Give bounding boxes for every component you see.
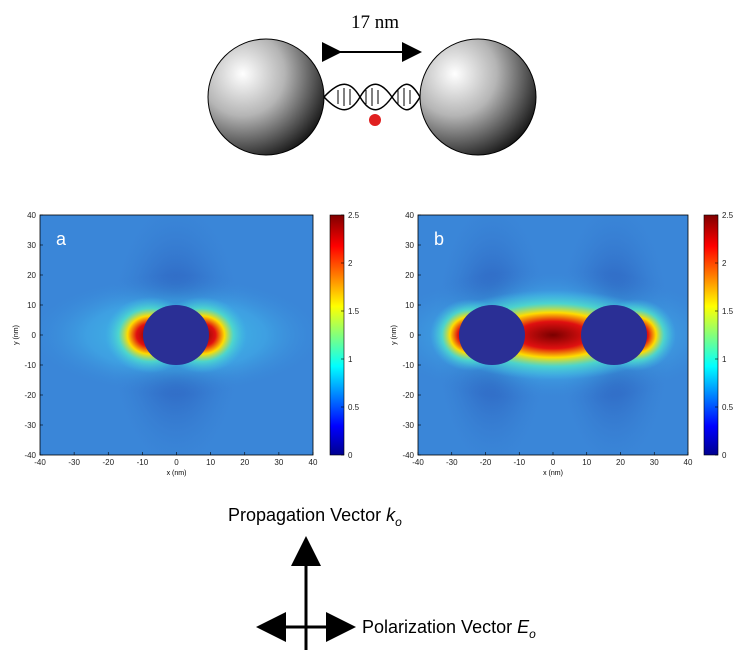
colorbar-tick-label: 1 (348, 355, 353, 364)
propagation-label: Propagation Vector ko (228, 505, 402, 529)
x-tick-label: 20 (616, 458, 625, 467)
axes: -40 -30 -20 -10 0 10 20 30 40-40-30-20-100102030… (13, 211, 734, 477)
heatmap-b (418, 215, 688, 455)
colorbar-tick-label: 1 (722, 355, 727, 364)
x-axis-label: x (nm) (543, 470, 563, 477)
y-tick-label: 10 (405, 301, 414, 310)
colorbar-tick-label: 1.5 (348, 307, 360, 316)
y-tick-label: -30 (24, 421, 36, 430)
y-tick-label: -20 (402, 391, 414, 400)
x-axis-label: x (nm) (167, 470, 187, 477)
panel-label: a (56, 229, 67, 249)
y-tick-label: 20 (405, 271, 414, 280)
x-tick-label: -20 (102, 458, 114, 467)
y-tick-label: 20 (27, 271, 36, 280)
x-tick-label: -20 (480, 458, 492, 467)
schematic: 17 nm (207, 12, 537, 156)
y-tick-label: 30 (405, 241, 414, 250)
y-tick-label: -10 (402, 361, 414, 370)
x-tick-label: 10 (206, 458, 215, 467)
distance-label: 17 nm (351, 12, 399, 33)
y-axis-label: y (nm) (391, 325, 398, 345)
x-tick-label: 30 (650, 458, 659, 467)
colorbar-tick-label: 0.5 (348, 403, 360, 412)
x-tick-label: 10 (582, 458, 591, 467)
colorbar (703, 214, 719, 456)
y-tick-label: 40 (27, 211, 36, 220)
colorbar-tick-label: 0 (348, 451, 353, 460)
y-tick-label: -10 (24, 361, 36, 370)
colorbar (329, 214, 345, 456)
colorbar-tick-label: 0.5 (722, 403, 734, 412)
colorbar-tick-label: 2.5 (348, 211, 360, 220)
panel-label: b (434, 229, 444, 249)
x-tick-label: 30 (274, 458, 283, 467)
y-tick-label: 0 (410, 331, 415, 340)
x-tick-label: -30 (68, 458, 80, 467)
colorbar-tick-label: 0 (722, 451, 727, 460)
y-axis-label: y (nm) (13, 325, 20, 345)
colorbar-tick-label: 2.5 (722, 211, 734, 220)
y-tick-label: -20 (24, 391, 36, 400)
y-tick-label: -40 (24, 451, 36, 460)
polarization-label: Polarization Vector Eo (362, 617, 536, 641)
x-tick-label: 0 (174, 458, 179, 467)
x-tick-label: 20 (240, 458, 249, 467)
vectors: Propagation Vector ko Polarization Vecto… (228, 505, 536, 650)
colorbar-tick-label: 2 (722, 259, 727, 268)
x-tick-label: -40 (34, 458, 46, 467)
x-tick-label: -10 (513, 458, 525, 467)
y-tick-label: -30 (402, 421, 414, 430)
x-tick-label: 0 (551, 458, 556, 467)
x-tick-label: 40 (684, 458, 693, 467)
y-tick-label: 40 (405, 211, 414, 220)
y-tick-label: -40 (402, 451, 414, 460)
y-tick-label: 0 (32, 331, 37, 340)
x-tick-label: -10 (137, 458, 149, 467)
x-tick-label: -30 (446, 458, 458, 467)
y-tick-label: 30 (27, 241, 36, 250)
heatmap-a (40, 215, 313, 455)
x-tick-label: 40 (309, 458, 318, 467)
colorbar-tick-label: 1.5 (722, 307, 734, 316)
x-tick-label: -40 (412, 458, 424, 467)
y-tick-label: 10 (27, 301, 36, 310)
colorbar-tick-label: 2 (348, 259, 353, 268)
